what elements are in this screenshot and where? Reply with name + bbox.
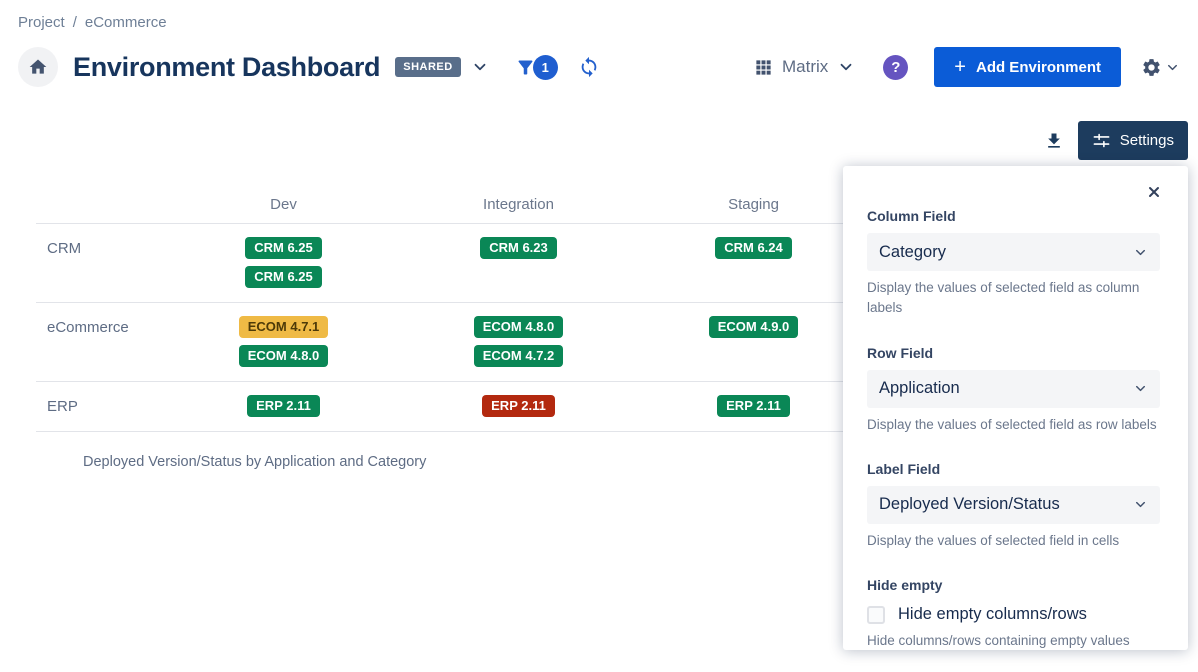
version-badge[interactable]: ERP 2.11 <box>717 395 790 417</box>
version-badge[interactable]: ECOM 4.8.0 <box>473 316 564 338</box>
matrix-cell: ECOM 4.9.0 <box>636 316 871 338</box>
hide-empty-group: Hide empty Hide empty columns/rows Hide … <box>867 577 1160 651</box>
chevron-down-icon <box>1136 249 1145 255</box>
version-badge[interactable]: ECOM 4.9.0 <box>708 316 799 338</box>
table-row: eCommerce ECOM 4.7.1 ECOM 4.8.0 ECOM 4.8.0 E… <box>36 303 1163 382</box>
hide-empty-checkbox[interactable] <box>867 605 885 624</box>
hide-empty-checkbox-row[interactable]: Hide empty columns/rows <box>867 605 1160 624</box>
column-field-group: Column Field Category Display the values… <box>867 208 1160 319</box>
row-field-select[interactable]: Application <box>867 369 1160 408</box>
row-field-label: Row Field <box>867 344 934 361</box>
plus-icon: + <box>954 56 966 78</box>
breadcrumb: Project / eCommerce <box>0 0 1198 31</box>
home-icon <box>29 59 47 74</box>
filter-icon <box>518 60 533 74</box>
matrix-toolbar: Settings <box>0 121 1188 160</box>
breadcrumb-project-link[interactable]: Project <box>18 14 65 31</box>
settings-button[interactable]: Settings <box>1077 121 1188 160</box>
version-badge[interactable]: ERP 2.11 <box>482 395 555 417</box>
label-field-label: Label Field <box>867 460 941 477</box>
home-button[interactable] <box>18 47 58 87</box>
row-field-help: Display the values of selected field as … <box>867 416 1157 432</box>
chevron-down-icon <box>1168 64 1177 70</box>
table-row: ERP ERP 2.11 ERP 2.11 ERP 2.11 <box>36 382 1163 432</box>
settings-panel: Column Field Category Display the values… <box>843 166 1188 650</box>
row-field-value: Application <box>879 379 960 397</box>
dashboard-menu-button[interactable] <box>471 58 489 76</box>
chevron-down-icon <box>1136 502 1145 508</box>
settings-button-label: Settings <box>1119 132 1174 149</box>
hide-empty-label: Hide empty <box>867 577 943 593</box>
version-badge[interactable]: CRM 6.24 <box>715 237 792 259</box>
label-field-help: Display the values of selected field in … <box>867 532 1120 548</box>
column-field-help: Display the values of selected field as … <box>867 280 1140 316</box>
chevron-down-icon <box>474 63 486 71</box>
table-row: CRM CRM 6.25 CRM 6.25 CRM 6.23 CRM 6.24 <box>36 224 1163 303</box>
view-selector[interactable]: Matrix <box>754 57 855 77</box>
close-icon <box>1149 187 1159 197</box>
add-environment-label: Add Environment <box>975 58 1101 76</box>
matrix-body: CRM CRM 6.25 CRM 6.25 CRM 6.23 CRM 6.24 eComm… <box>36 224 1163 432</box>
version-badge[interactable]: CRM 6.25 <box>245 266 322 288</box>
matrix-cell: CRM 6.23 <box>401 237 636 259</box>
matrix-cell: CRM 6.24 <box>636 237 871 259</box>
filter-button[interactable]: 1 <box>515 54 558 80</box>
environment-matrix: Dev Integration Staging CRM CRM 6.25 CRM 6… <box>36 196 1163 470</box>
download-icon <box>1047 133 1060 148</box>
row-label: eCommerce <box>47 319 129 336</box>
grid-view-icon <box>756 59 771 75</box>
row-field-group: Row Field Application Display the values… <box>867 345 1160 435</box>
matrix-cell: ERP 2.11 <box>166 395 401 417</box>
version-badge[interactable]: ECOM 4.7.2 <box>473 345 564 367</box>
matrix-cell: ECOM 4.7.1 ECOM 4.8.0 <box>166 316 401 367</box>
version-badge[interactable]: ECOM 4.8.0 <box>238 345 329 367</box>
row-label-column-header <box>36 196 166 213</box>
breadcrumb-ecommerce-link[interactable]: eCommerce <box>84 14 167 31</box>
row-label: CRM <box>47 240 82 257</box>
export-button[interactable] <box>1044 131 1064 151</box>
matrix-cell: ERP 2.11 <box>401 395 636 417</box>
filter-count-badge: 1 <box>532 54 558 80</box>
column-field-select[interactable]: Category <box>867 233 1160 271</box>
sliders-icon <box>1093 133 1110 148</box>
matrix-caption: Deployed Version/Status by Application a… <box>83 454 427 470</box>
hide-empty-help: Hide columns/rows containing empty value… <box>867 633 1130 648</box>
breadcrumb-separator: / <box>72 14 77 31</box>
label-field-select[interactable]: Deployed Version/Status <box>867 485 1160 524</box>
column-field-label: Column Field <box>867 208 956 224</box>
matrix-cell: ERP 2.11 <box>636 395 871 417</box>
page-header: Environment Dashboard SHARED 1 Matrix ? … <box>18 46 1180 88</box>
label-field-value: Deployed Version/Status <box>879 495 1060 514</box>
version-badge[interactable]: CRM 6.23 <box>480 237 557 259</box>
refresh-icon <box>581 56 597 78</box>
gear-icon <box>1143 58 1160 76</box>
column-header-dev: Dev <box>270 196 297 213</box>
matrix-cell: CRM 6.25 CRM 6.25 <box>166 237 401 288</box>
page-title: Environment Dashboard <box>73 51 381 82</box>
column-header-integration: Integration <box>483 196 554 213</box>
matrix-header-row: Dev Integration Staging <box>36 196 1163 224</box>
version-badge[interactable]: ERP 2.11 <box>247 395 320 417</box>
hide-empty-checkbox-label: Hide empty columns/rows <box>898 605 1087 623</box>
column-field-value: Category <box>879 242 946 261</box>
matrix-cell: ECOM 4.8.0 ECOM 4.7.2 <box>401 316 636 367</box>
refresh-button[interactable] <box>578 56 600 78</box>
help-icon: ? <box>891 58 901 76</box>
label-field-group: Label Field Deployed Version/Status Disp… <box>867 461 1160 551</box>
chevron-down-icon <box>1136 385 1145 392</box>
version-badge[interactable]: CRM 6.25 <box>245 237 322 259</box>
row-label: ERP <box>47 398 78 415</box>
help-button[interactable]: ? <box>883 54 909 80</box>
close-panel-button[interactable] <box>1146 184 1162 200</box>
view-selector-label: Matrix <box>782 57 829 76</box>
chevron-down-icon <box>840 63 852 71</box>
dashboard-settings-menu[interactable] <box>1141 57 1180 78</box>
add-environment-button[interactable]: + Add Environment <box>934 47 1121 87</box>
version-badge[interactable]: ECOM 4.7.1 <box>238 316 329 338</box>
column-header-staging: Staging <box>728 196 779 213</box>
shared-badge: SHARED <box>395 57 461 77</box>
